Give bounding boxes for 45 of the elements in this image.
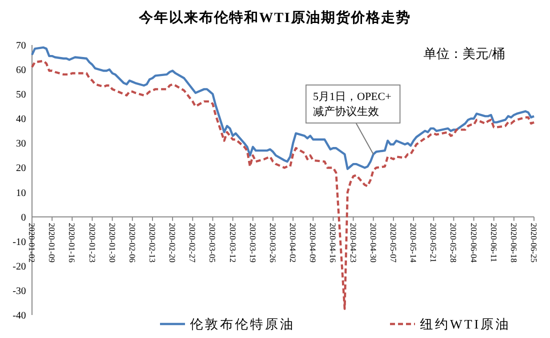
y-tick-label: -40 (12, 310, 26, 322)
x-tick-label: 2020-05-07 (388, 222, 398, 262)
y-tick-label: -20 (12, 261, 26, 272)
x-tick-label: 2020-06-11 (488, 222, 499, 262)
x-tick-label: 2020-04-02 (288, 222, 298, 262)
y-tick-label: 10 (16, 188, 26, 199)
y-tick-label: 60 (16, 65, 26, 76)
y-tick-label: 50 (16, 90, 26, 101)
y-tick-label: 0 (21, 212, 26, 224)
x-tick-label: 2020-01-02 (27, 222, 38, 262)
annotation: 5月1日，OPEC+ 减产协议生效 (313, 91, 392, 118)
x-tick-label: 2020-03-12 (228, 222, 238, 262)
y-tick-label: 70 (16, 40, 26, 52)
x-tick-label: 2020-02-06 (127, 222, 138, 262)
x-tick-label: 2020-04-16 (328, 222, 338, 262)
x-tick-label: 2020-02-13 (148, 222, 158, 262)
x-tick-label: 2020-05-28 (448, 222, 459, 262)
x-tick-label: 2020-01-16 (67, 222, 78, 262)
x-tick-label: 2020-03-26 (268, 222, 278, 262)
x-tick-label: 2020-06-04 (468, 222, 479, 264)
x-tick-label: 2020-03-19 (248, 222, 258, 262)
legend-label: 伦敦布伦特原油 (190, 316, 295, 332)
x-tick-label: 2020-02-20 (168, 222, 178, 262)
x-tick-label: 2020-05-21 (428, 222, 439, 262)
y-tick-label: -10 (12, 236, 26, 248)
x-tick-label: 2020-01-30 (107, 222, 118, 262)
x-tick-label: 2020-03-05 (208, 222, 218, 262)
chart-title: 今年以来布伦特和WTI原油期货价格走势 (138, 10, 411, 26)
x-tick-label: 2020-06-18 (508, 222, 519, 262)
y-tick-label: -30 (12, 286, 26, 297)
y-tick-label: 20 (16, 163, 26, 174)
y-tick-label: 30 (16, 138, 26, 150)
annotation: 单位：美元/桶 (423, 46, 505, 61)
x-tick-label: 2020-06-25 (529, 222, 540, 262)
x-tick-label: 2020-01-09 (47, 222, 58, 262)
line-series (30, 46, 536, 170)
x-tick-label: 2020-05-14 (408, 222, 419, 264)
x-tick-label: 2020-04-30 (368, 222, 378, 262)
legend-label: 纽约WTI原油 (420, 316, 511, 332)
x-tick-label: 2020-02-27 (188, 222, 198, 262)
y-tick-label: 40 (16, 114, 26, 126)
x-tick-label: 2020-04-09 (308, 222, 318, 262)
x-tick-label: 2020-04-23 (348, 222, 358, 262)
line-series (30, 60, 536, 310)
x-tick-label: 2020-01-23 (87, 222, 98, 262)
